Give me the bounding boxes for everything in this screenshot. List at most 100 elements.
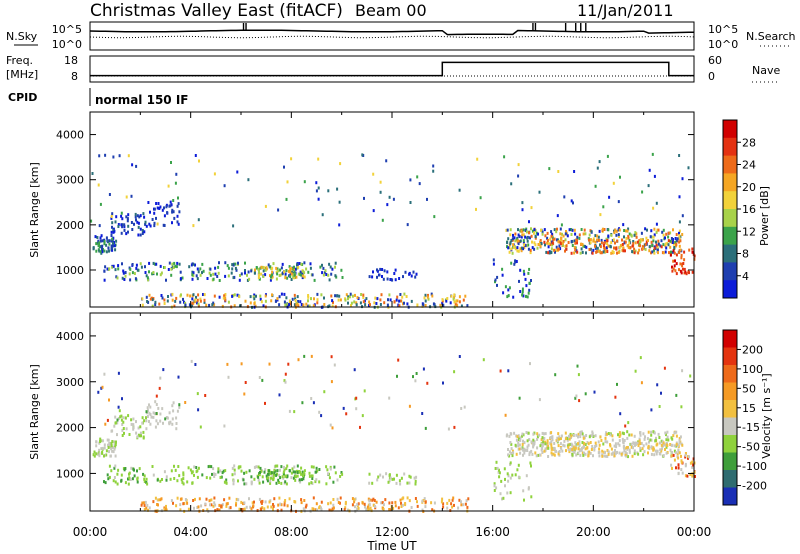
- power-cell: [644, 247, 647, 251]
- velocity-cell: [560, 437, 562, 440]
- power-cell: [177, 196, 179, 200]
- power-cell: [430, 292, 433, 296]
- velocity-cell: [689, 461, 692, 465]
- power-cell: [520, 246, 523, 250]
- power-cell: [224, 298, 227, 302]
- velocity-cell: [577, 373, 580, 377]
- velocity-colorbar-swatch-4: [723, 400, 737, 418]
- freq-left-tick-top: 18: [64, 54, 78, 67]
- velocity-cell: [410, 506, 413, 509]
- power-cell: [158, 302, 161, 306]
- power-cell: [224, 293, 227, 296]
- power-cell: [506, 245, 508, 249]
- power-cell: [163, 206, 165, 210]
- power-cell: [598, 250, 601, 253]
- velocity-cell: [170, 499, 173, 503]
- power-cell: [546, 241, 549, 245]
- velocity-cell: [97, 390, 100, 394]
- power-colorbar-swatch-6: [723, 226, 737, 246]
- power-cell: [135, 266, 138, 270]
- velocity-cell: [528, 453, 531, 457]
- power-cell: [610, 233, 613, 237]
- power-cell: [310, 297, 312, 301]
- power-cell: [510, 239, 513, 242]
- power-cell: [527, 247, 530, 251]
- power-cell: [523, 245, 526, 249]
- velocity-cell: [255, 465, 258, 469]
- power-cell: [307, 294, 310, 297]
- velocity-cell: [368, 499, 371, 503]
- velocity-cell: [381, 501, 384, 505]
- velocity-cell: [283, 465, 285, 469]
- velocity-cell: [272, 503, 274, 506]
- velocity-cell: [384, 498, 387, 502]
- power-cell: [630, 234, 633, 238]
- velocity-cell: [182, 473, 185, 477]
- velocity-cell: [308, 482, 311, 486]
- velocity-cell: [616, 450, 618, 454]
- velocity-cell: [136, 469, 138, 473]
- velocity-cell: [281, 475, 284, 479]
- velocity-cell: [594, 445, 597, 448]
- velocity-cell: [260, 507, 263, 511]
- velocity-cell: [493, 489, 496, 492]
- velocity-cell: [644, 435, 646, 439]
- power-cell: [172, 210, 175, 214]
- power-cell: [110, 244, 113, 248]
- velocity-cell: [279, 468, 281, 472]
- velocity-cell: [310, 481, 313, 485]
- velocity-cell: [677, 456, 680, 460]
- power-cell: [386, 277, 389, 281]
- velocity-cell: [98, 454, 101, 458]
- velocity-cell: [100, 386, 103, 390]
- velocity-cell: [604, 433, 607, 437]
- velocity-cell: [467, 497, 470, 501]
- noise-search-line: [89, 35, 695, 39]
- velocity-cell: [186, 501, 189, 505]
- power-cell: [639, 238, 642, 242]
- velocity-cell: [217, 470, 220, 474]
- velocity-cell: [621, 431, 624, 435]
- power-cell: [453, 295, 456, 299]
- velocity-cell: [175, 504, 178, 508]
- power-cell: [616, 251, 618, 255]
- power-cell: [671, 241, 674, 244]
- power-cell: [181, 276, 184, 280]
- power-cell: [179, 270, 182, 274]
- velocity-cell: [593, 390, 596, 394]
- velocity-cell: [542, 440, 545, 444]
- power-cell: [607, 228, 610, 232]
- freq-panel-frame: [89, 55, 695, 83]
- velocity-cell: [677, 448, 680, 452]
- power-cell: [672, 238, 674, 241]
- velocity-cell: [666, 430, 669, 434]
- velocity-cell: [567, 445, 570, 449]
- power-cell: [293, 265, 295, 269]
- power-cell: [520, 235, 523, 239]
- power-cell: [657, 239, 660, 243]
- power-cell: [120, 214, 123, 218]
- power-cell: [90, 219, 93, 223]
- velocity-cell: [424, 505, 427, 509]
- velocity-colorbar-swatch-8: [723, 470, 737, 488]
- velocity-cell: [117, 371, 120, 375]
- velocity-cell: [374, 504, 376, 508]
- velocity-cell: [569, 442, 572, 446]
- power-cell: [543, 228, 546, 232]
- velocity-cell: [320, 506, 322, 510]
- velocity-cell: [586, 446, 589, 450]
- power-cell: [163, 302, 166, 305]
- power-cell: [258, 270, 260, 274]
- velocity-cell: [145, 506, 148, 510]
- power-cell: [139, 214, 142, 218]
- velocity-cell: [103, 454, 105, 458]
- power-cell: [650, 251, 652, 255]
- power-cell: [124, 271, 127, 274]
- velocity-cell: [382, 475, 384, 479]
- velocity-cell: [606, 454, 609, 458]
- power-cell: [321, 271, 324, 275]
- velocity-cell: [351, 497, 354, 501]
- power-cell: [389, 298, 392, 302]
- velocity-cell: [121, 428, 124, 432]
- power-cell: [122, 271, 125, 275]
